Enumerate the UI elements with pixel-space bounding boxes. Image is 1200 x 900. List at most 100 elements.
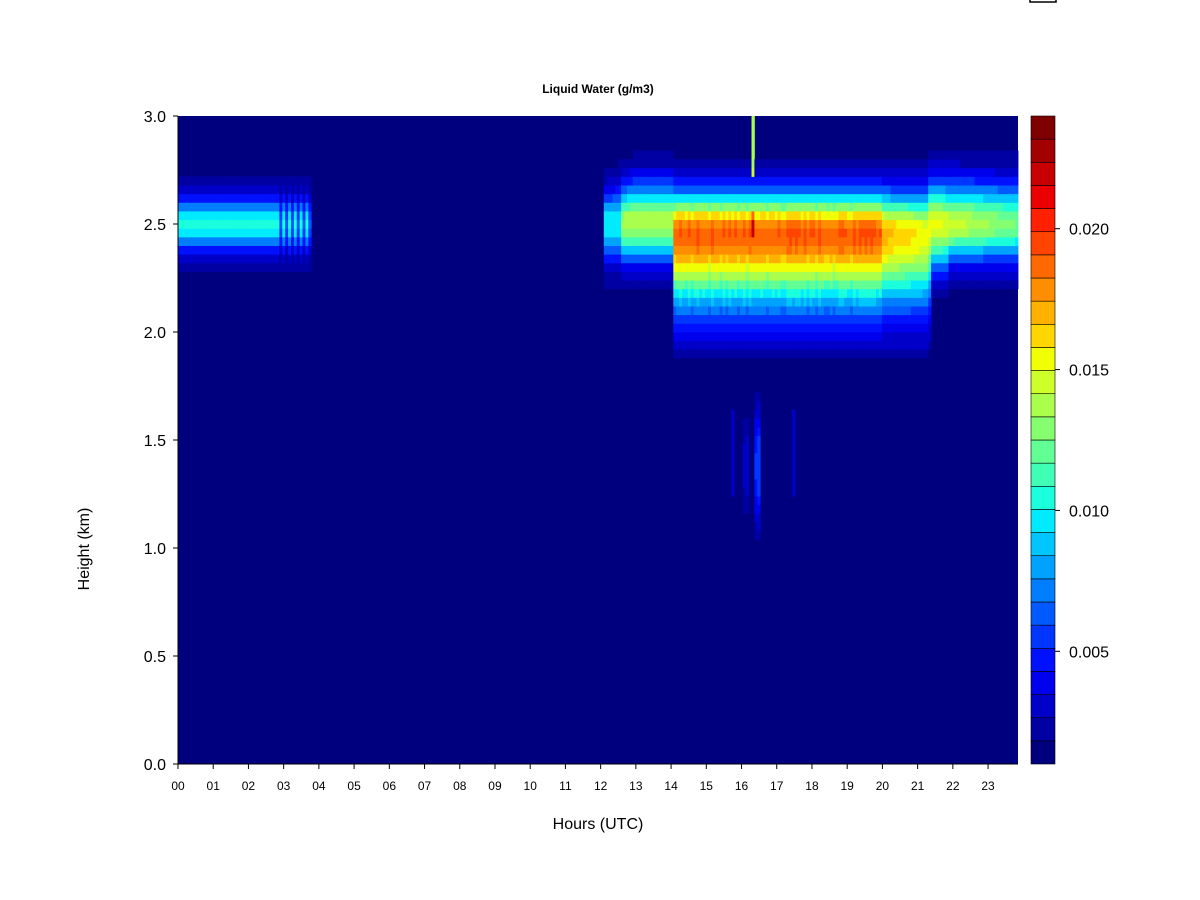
heatmap-cell xyxy=(754,245,758,255)
heatmap-cell xyxy=(728,340,732,350)
heatmap-cell xyxy=(687,306,692,316)
heatmap-cell xyxy=(1015,185,1019,195)
heatmap-cell xyxy=(873,306,877,316)
heatmap-cell xyxy=(896,245,900,255)
heatmap-cell xyxy=(850,323,854,333)
heatmap-cell xyxy=(690,193,694,203)
heatmap-cell xyxy=(684,219,689,229)
heatmap-cell xyxy=(1012,280,1016,290)
heatmap-cell xyxy=(800,254,805,264)
heatmap-cell xyxy=(777,219,781,229)
heatmap-cell xyxy=(653,150,657,160)
heatmap-cell xyxy=(850,349,854,359)
heatmap-cell xyxy=(945,219,949,229)
heatmap-cell xyxy=(809,219,813,229)
heatmap-cell xyxy=(847,280,851,290)
heatmap-cell xyxy=(626,176,631,186)
heatmap-cell xyxy=(624,254,628,264)
heatmap-cell xyxy=(994,185,999,195)
heatmap-cell xyxy=(247,228,251,238)
colorbar-swatch xyxy=(1030,185,1056,209)
heatmap-cell xyxy=(754,409,758,419)
heatmap-cell xyxy=(647,236,651,246)
heatmap-cell xyxy=(910,159,915,169)
heatmap-cell xyxy=(852,271,857,281)
heatmap-cell xyxy=(728,211,732,221)
heatmap-cell xyxy=(864,193,868,203)
heatmap-cell xyxy=(632,236,637,246)
heatmap-cell xyxy=(713,323,718,333)
heatmap-cell xyxy=(305,202,309,212)
heatmap-cell xyxy=(1009,185,1013,195)
heatmap-cell xyxy=(241,211,246,221)
heatmap-cell xyxy=(673,159,677,169)
heatmap-cell xyxy=(954,193,958,203)
heatmap-cell xyxy=(766,167,770,177)
heatmap-cell xyxy=(939,245,944,255)
heatmap-cell xyxy=(910,211,915,221)
heatmap-cell xyxy=(792,323,796,333)
heatmap-cell xyxy=(768,254,773,264)
heatmap-cell xyxy=(687,340,692,350)
heatmap-cell xyxy=(238,185,243,195)
heatmap-cell xyxy=(873,219,877,229)
heatmap-cell xyxy=(832,314,836,324)
heatmap-cell xyxy=(876,306,880,316)
heatmap-cell xyxy=(800,193,805,203)
heatmap-cell xyxy=(910,332,915,342)
heatmap-cell xyxy=(870,245,874,255)
heatmap-cell xyxy=(751,228,755,238)
heatmap-cell xyxy=(850,340,854,350)
heatmap-cell xyxy=(803,262,807,272)
heatmap-cell xyxy=(667,254,671,264)
heatmap-cell xyxy=(792,271,796,281)
colorbar-tick-label: 0.015 xyxy=(1069,363,1109,380)
heatmap-cell xyxy=(797,314,802,324)
heatmap-cell xyxy=(615,176,619,186)
heatmap-cell xyxy=(789,193,793,203)
heatmap-cell xyxy=(954,280,958,290)
heatmap-cell xyxy=(835,271,839,281)
heatmap-cell xyxy=(603,176,608,186)
heatmap-cell xyxy=(679,193,683,203)
heatmap-cell xyxy=(267,254,272,264)
heatmap-cell xyxy=(687,176,692,186)
heatmap-cell xyxy=(928,245,932,255)
heatmap-cell xyxy=(690,245,694,255)
heatmap-cell xyxy=(644,254,648,264)
heatmap-cell xyxy=(829,193,834,203)
heatmap-cell xyxy=(847,271,851,281)
heatmap-cell xyxy=(734,349,738,359)
heatmap-cell xyxy=(296,219,301,229)
heatmap-cell xyxy=(815,254,819,264)
heatmap-cell xyxy=(934,245,938,255)
heatmap-cell xyxy=(838,245,842,255)
heatmap-cell xyxy=(241,219,246,229)
heatmap-cell xyxy=(192,236,196,246)
heatmap-cell xyxy=(826,271,831,281)
heatmap-cell xyxy=(664,211,668,221)
heatmap-cell xyxy=(980,185,984,195)
heatmap-cell xyxy=(800,314,805,324)
heatmap-cell xyxy=(609,219,613,229)
heatmap-cell xyxy=(626,236,631,246)
heatmap-cell xyxy=(925,228,929,238)
heatmap-cell xyxy=(250,219,254,229)
heatmap-cell xyxy=(887,245,891,255)
heatmap-cell xyxy=(748,193,752,203)
heatmap-cell xyxy=(230,176,234,186)
heatmap-cell xyxy=(754,219,758,229)
heatmap-cell xyxy=(890,323,894,333)
heatmap-cell xyxy=(910,271,915,281)
heatmap-cell xyxy=(209,185,214,195)
heatmap-cell xyxy=(722,219,726,229)
heatmap-cell xyxy=(812,288,816,298)
heatmap-cell xyxy=(800,236,805,246)
heatmap-cell xyxy=(742,314,747,324)
heatmap-cell xyxy=(832,176,836,186)
heatmap-cell xyxy=(878,236,883,246)
heatmap-cell xyxy=(682,306,686,316)
heatmap-cell xyxy=(957,254,961,264)
heatmap-cell xyxy=(792,245,796,255)
heatmap-cell xyxy=(751,271,755,281)
